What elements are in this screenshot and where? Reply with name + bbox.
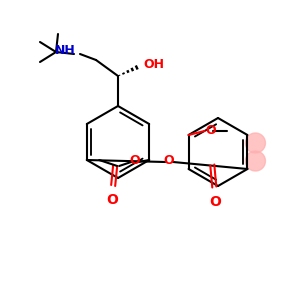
Text: O: O [206, 124, 216, 136]
Text: O: O [164, 154, 174, 167]
Text: OH: OH [143, 58, 164, 70]
Text: O: O [130, 154, 140, 167]
Circle shape [245, 151, 266, 171]
Text: O: O [209, 194, 221, 208]
Circle shape [245, 133, 266, 153]
Text: NH: NH [55, 44, 76, 58]
Text: O: O [106, 193, 118, 207]
